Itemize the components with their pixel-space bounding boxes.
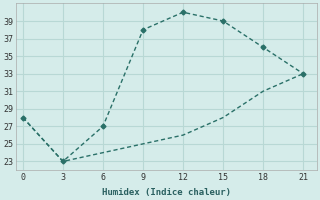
X-axis label: Humidex (Indice chaleur): Humidex (Indice chaleur) bbox=[102, 188, 231, 197]
